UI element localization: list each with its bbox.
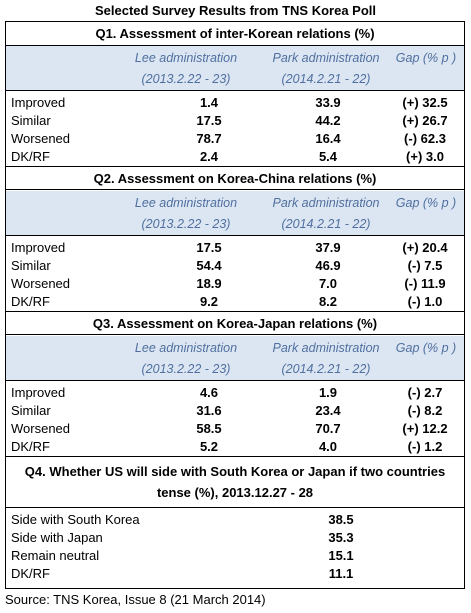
lee-value: 31.6 <box>196 403 222 418</box>
row-label: Similar <box>11 403 51 418</box>
park-value: 46.9 <box>315 258 341 273</box>
row-label: Side with Japan <box>11 530 103 545</box>
row-label: Improved <box>11 95 66 110</box>
park-value: 8.2 <box>318 294 338 309</box>
row-label: DK/RF <box>11 294 50 309</box>
gap-value: (-) 1.2 <box>407 439 443 454</box>
gap-value: (+) 3.0 <box>406 149 444 164</box>
row-label: Improved <box>11 385 66 400</box>
park-value: 16.4 <box>315 131 341 146</box>
row-label: Side with South Korea <box>11 512 140 527</box>
park-value: 7.0 <box>318 276 338 291</box>
table-row: Similar 17.5 44.2 (+) 26.7 <box>6 112 464 130</box>
gap-value: (-) 62.3 <box>404 131 446 146</box>
lee-value: 17.5 <box>196 113 222 128</box>
q3-lee-header: Lee administration <box>134 341 238 355</box>
q3-park-date: (2014.2.21 - 22) <box>281 362 371 376</box>
row-label: Improved <box>11 240 66 255</box>
table-row: Improved 1.4 33.9 (+) 32.5 <box>6 94 464 112</box>
gap-value: (-) 7.5 <box>407 258 443 273</box>
row-label: Similar <box>11 258 51 273</box>
lee-value: 1.4 <box>199 95 219 110</box>
row-label: Similar <box>11 113 51 128</box>
gap-value: (-) 8.2 <box>407 403 443 418</box>
q3-lee-date: (2013.2.22 - 23) <box>141 362 231 376</box>
row-label: Worsened <box>11 421 71 436</box>
q3-park-header: Park administration <box>272 341 380 355</box>
q1-header: Lee administration (2013.2.22 - 23) Park… <box>6 46 464 91</box>
table-row: DK/RF 11.1 <box>6 565 464 583</box>
table-row: Remain neutral 15.1 <box>6 547 464 565</box>
q4-value: 15.1 <box>328 548 354 563</box>
q2-gap-header: Gap (% p ) <box>395 196 457 210</box>
row-label: Worsened <box>11 131 71 146</box>
q2-park-date: (2014.2.21 - 22) <box>281 217 371 231</box>
q2-park-header: Park administration <box>272 196 380 210</box>
q1-gap-header: Gap (% p ) <box>395 51 457 65</box>
row-label: DK/RF <box>11 439 50 454</box>
q4-title: Q4. Whether US will side with South Kore… <box>6 456 464 508</box>
gap-value: (+) 20.4 <box>402 240 448 255</box>
lee-value: 5.2 <box>199 439 219 454</box>
q4-title-line1: Q4. Whether US will side with South Kore… <box>24 464 446 479</box>
park-value: 37.9 <box>315 240 341 255</box>
lee-value: 58.5 <box>196 421 222 436</box>
q3-title: Q3. Assessment on Korea-Japan relations … <box>6 311 464 335</box>
table-row: Side with South Korea 38.5 <box>6 511 464 529</box>
gap-value: (-) 11.9 <box>404 276 446 291</box>
table-title: Selected Survey Results from TNS Korea P… <box>94 3 377 18</box>
park-value: 44.2 <box>315 113 341 128</box>
table-row: Improved 17.5 37.9 (+) 20.4 <box>6 239 464 257</box>
lee-value: 9.2 <box>199 294 219 309</box>
q3-header: Lee administration (2013.2.22 - 23) Park… <box>6 336 464 381</box>
lee-value: 78.7 <box>196 131 222 146</box>
table-row: Similar 54.4 46.9 (-) 7.5 <box>6 257 464 275</box>
q2-lee-date: (2013.2.22 - 23) <box>141 217 231 231</box>
park-value: 33.9 <box>315 95 341 110</box>
gap-value: (-) 1.0 <box>407 294 443 309</box>
table-row: DK/RF 9.2 8.2 (-) 1.0 <box>6 293 464 311</box>
lee-value: 4.6 <box>199 385 219 400</box>
q2-title: Q2. Assessment on Korea-China relations … <box>6 166 464 190</box>
table-row: Improved 4.6 1.9 (-) 2.7 <box>6 384 464 402</box>
gap-value: (+) 12.2 <box>402 421 448 436</box>
q4-value: 38.5 <box>328 512 354 527</box>
table-row: DK/RF 2.4 5.4 (+) 3.0 <box>6 148 464 166</box>
park-value: 4.0 <box>318 439 338 454</box>
q2-lee-header: Lee administration <box>134 196 238 210</box>
table-row: Similar 31.6 23.4 (-) 8.2 <box>6 402 464 420</box>
q4-value: 11.1 <box>328 566 354 581</box>
park-value: 1.9 <box>318 385 338 400</box>
q4-value: 35.3 <box>328 530 354 545</box>
q1-park-date: (2014.2.21 - 22) <box>281 72 371 86</box>
row-label: DK/RF <box>11 566 50 581</box>
q1-park-header: Park administration <box>272 51 380 65</box>
source-note: Source: TNS Korea, Issue 8 (21 March 201… <box>5 592 266 607</box>
lee-value: 2.4 <box>199 149 219 164</box>
table-row: DK/RF 5.2 4.0 (-) 1.2 <box>6 438 464 456</box>
row-label: Remain neutral <box>11 548 100 563</box>
q4-title-line2: tense (%), 2013.12.27 - 28 <box>156 485 314 500</box>
table-row: Side with Japan 35.3 <box>6 529 464 547</box>
gap-value: (+) 32.5 <box>402 95 448 110</box>
q2-header: Lee administration (2013.2.22 - 23) Park… <box>6 191 464 236</box>
table-row: Worsened 78.7 16.4 (-) 62.3 <box>6 130 464 148</box>
park-value: 5.4 <box>318 149 338 164</box>
lee-value: 17.5 <box>196 240 222 255</box>
table-row: Worsened 18.9 7.0 (-) 11.9 <box>6 275 464 293</box>
survey-table: Q1. Assessment of inter-Korean relations… <box>5 21 465 589</box>
gap-value: (-) 2.7 <box>407 385 443 400</box>
q1-lee-header: Lee administration <box>134 51 238 65</box>
lee-value: 54.4 <box>196 258 222 273</box>
park-value: 70.7 <box>315 421 341 436</box>
q1-lee-date: (2013.2.22 - 23) <box>141 72 231 86</box>
lee-value: 18.9 <box>196 276 222 291</box>
row-label: DK/RF <box>11 149 50 164</box>
table-row: Worsened 58.5 70.7 (+) 12.2 <box>6 420 464 438</box>
park-value: 23.4 <box>315 403 341 418</box>
q3-gap-header: Gap (% p ) <box>395 341 457 355</box>
gap-value: (+) 26.7 <box>402 113 448 128</box>
q1-title: Q1. Assessment of inter-Korean relations… <box>6 22 464 46</box>
row-label: Worsened <box>11 276 71 291</box>
